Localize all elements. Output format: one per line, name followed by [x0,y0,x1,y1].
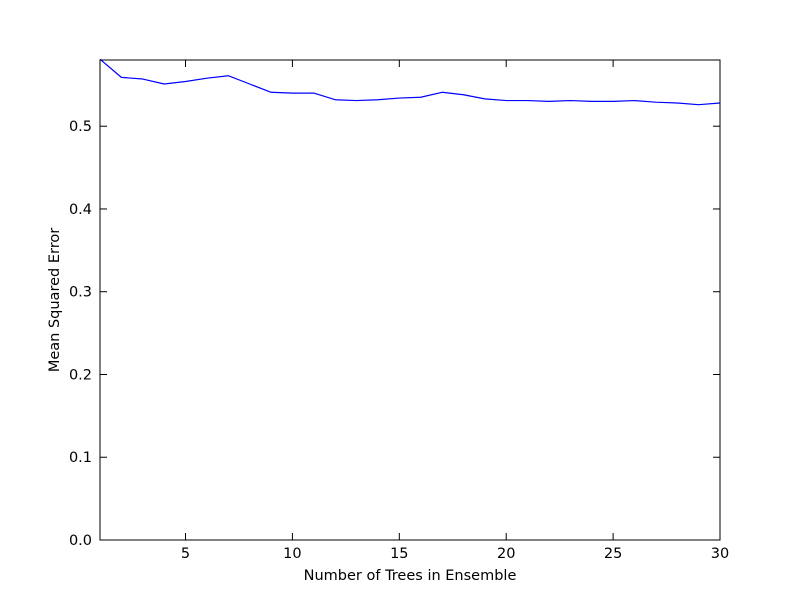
y-tick-label: 0.3 [69,285,92,301]
series-line-0 [99,58,721,106]
y-tick-label: 0.1 [69,450,92,466]
tick-labels-layer: 5 10 15 20 25 30 0.0 0.1 0.2 0.3 0.4 0.5 [69,119,729,562]
x-axis-label: Number of Trees in Ensemble [304,568,517,584]
x-tick-label: 15 [390,546,408,562]
y-tick-label: 0.5 [69,119,92,135]
x-tick-label: 30 [711,546,729,562]
y-axis-label: Mean Squared Error [47,228,63,372]
x-tick-label: 20 [497,546,515,562]
x-tick-label: 25 [604,546,622,562]
x-tick-label: 10 [283,546,301,562]
y-tick-label: 0.0 [69,533,92,549]
plot-layer [99,58,721,106]
y-tick-label: 0.2 [69,367,92,383]
axes-frame [99,59,721,541]
y-tick-label: 0.4 [69,202,92,218]
x-tick-label: 5 [181,546,190,562]
